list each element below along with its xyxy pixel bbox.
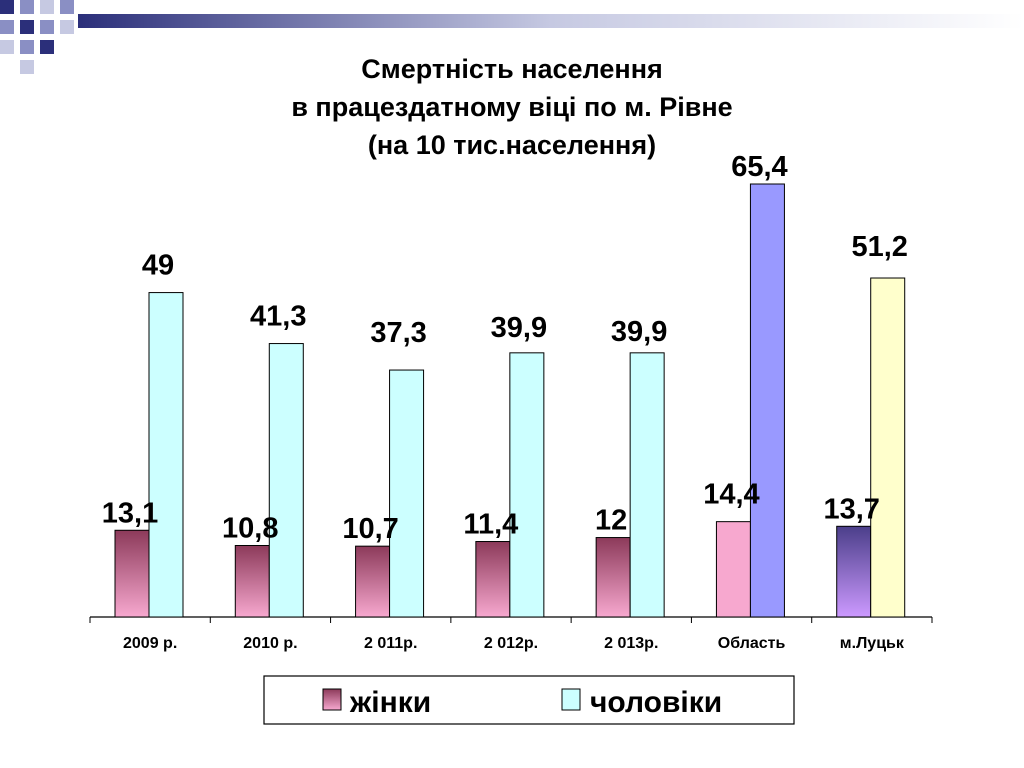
data-label: 13,7 bbox=[823, 493, 879, 525]
data-label: 14,4 bbox=[703, 479, 759, 511]
category-label: 2 013р. bbox=[604, 635, 658, 652]
data-label: 41,3 bbox=[250, 301, 306, 333]
bar-men bbox=[268, 343, 304, 618]
category-labels: 2009 р. 2010 р. 2 011р. 2 012р. 2 013р. Облас… bbox=[123, 635, 905, 652]
legend-label-men: чоловіки bbox=[590, 686, 722, 719]
data-label: 51,2 bbox=[851, 231, 907, 263]
decor-square bbox=[20, 60, 34, 74]
legend: жінки чоловіки bbox=[263, 675, 795, 725]
chart-bars bbox=[114, 183, 906, 618]
decor-stripe bbox=[78, 14, 1024, 28]
category-label: Область bbox=[718, 635, 786, 652]
data-label: 10,7 bbox=[342, 513, 398, 545]
bar-men bbox=[509, 352, 545, 618]
chart-title-line-2: в працездатному віці по м. Рівне bbox=[291, 92, 733, 122]
bar-men bbox=[389, 369, 425, 618]
bar-women bbox=[595, 537, 631, 618]
chart-axis bbox=[89, 616, 933, 623]
legend-label-women: жінки bbox=[349, 686, 431, 719]
category-label: м.Луцьк bbox=[840, 635, 905, 652]
decor-square bbox=[20, 0, 34, 14]
bar-men bbox=[148, 292, 184, 618]
bar-women bbox=[114, 529, 150, 618]
decor-square bbox=[0, 20, 14, 34]
chart-title-line-3: (на 10 тис.населення) bbox=[367, 130, 657, 160]
decor-square bbox=[40, 0, 54, 14]
data-label: 65,4 bbox=[731, 151, 787, 183]
bar-women bbox=[355, 545, 391, 618]
decor-square bbox=[20, 20, 34, 34]
bar-women bbox=[475, 541, 511, 618]
decor-square bbox=[60, 20, 74, 34]
legend-swatch-women bbox=[322, 688, 342, 711]
data-label: 12 bbox=[595, 505, 627, 537]
data-label: 11,4 bbox=[463, 509, 518, 541]
bar-women bbox=[715, 521, 751, 618]
decor-square bbox=[40, 20, 54, 34]
category-label: 2009 р. bbox=[123, 635, 177, 652]
chart-title: Смертність населення в працездатному віц… bbox=[0, 50, 1024, 164]
decor-square bbox=[60, 0, 74, 14]
bar-women bbox=[836, 525, 872, 618]
value-labels: 13,1 10,8 10,7 11,4 12 14,4 13,7 49 41,3 37,3 39,9… bbox=[102, 151, 908, 545]
chart-title-line-1: Смертність населення bbox=[361, 54, 663, 84]
decor-square bbox=[40, 40, 54, 54]
decor-square bbox=[0, 40, 14, 54]
category-label: 2 012р. bbox=[484, 635, 538, 652]
bar-men bbox=[749, 183, 785, 618]
corner-decoration bbox=[0, 0, 1024, 74]
decor-square bbox=[0, 0, 14, 14]
legend-box bbox=[263, 675, 795, 725]
data-label: 13,1 bbox=[102, 497, 158, 529]
legend-swatch-men bbox=[561, 688, 581, 711]
category-label: 2 011р. bbox=[364, 635, 417, 652]
data-label: 10,8 bbox=[222, 512, 278, 544]
data-label: 39,9 bbox=[491, 312, 547, 344]
data-label: 39,9 bbox=[611, 316, 667, 348]
data-label: 37,3 bbox=[370, 317, 426, 349]
bar-men bbox=[870, 277, 906, 618]
bar-women bbox=[234, 544, 270, 618]
bar-men bbox=[629, 352, 665, 618]
data-label: 49 bbox=[142, 250, 174, 282]
decor-square bbox=[20, 40, 34, 54]
category-label: 2010 р. bbox=[243, 635, 297, 652]
